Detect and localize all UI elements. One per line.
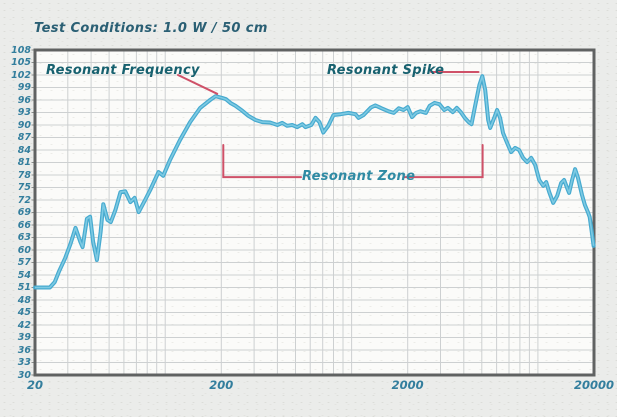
chart-title: Test Conditions: 1.0 W / 50 cm — [34, 21, 268, 36]
y-axis-tick-label: 48 — [17, 294, 31, 306]
x-axis-tick-label: 20000 — [573, 378, 615, 392]
x-axis-tick-label: 2000 — [391, 378, 424, 392]
x-axis-tick-label: 20 — [26, 378, 44, 392]
grid-lines — [35, 50, 595, 375]
y-axis-tick-label: 96 — [17, 94, 31, 106]
y-axis-tick-label: 108 — [11, 44, 31, 56]
response-curve-highlight — [35, 75, 595, 289]
y-axis-tick-label: 42 — [17, 319, 31, 331]
y-axis-tick-label: 54 — [17, 269, 31, 281]
y-axis-ticks — [31, 49, 35, 376]
y-axis-tick-label: 45 — [17, 307, 31, 318]
y-axis-tick-label: 39 — [17, 332, 31, 343]
y-axis-tick-label: 81 — [17, 157, 31, 168]
y-axis-tick-label: 78 — [17, 169, 31, 181]
y-axis-tick-label: 87 — [17, 132, 31, 143]
y-axis-tick-label: 33 — [17, 357, 31, 368]
y-axis-tick-label: 84 — [17, 144, 31, 156]
y-axis-tick-label: 66 — [17, 219, 31, 231]
annotation-resonant-spike: Resonant Spike — [327, 63, 445, 78]
y-axis-tick-label: 99 — [17, 82, 31, 93]
y-axis-tick-label: 72 — [17, 194, 31, 206]
annotation-pointer-lines — [177, 71, 484, 179]
annotation-resonant-frequency: Resonant Frequency — [46, 63, 200, 78]
y-axis-tick-label: 69 — [17, 207, 31, 218]
y-axis-tick-label: 63 — [17, 232, 31, 243]
y-axis-tick-label: 90 — [17, 119, 31, 131]
y-axis-tick-label: 51 — [17, 282, 31, 293]
plot-border — [33, 48, 596, 377]
y-axis-tick-label: 30 — [17, 369, 31, 381]
y-axis-tick-label: 57 — [17, 257, 31, 268]
annotation-resonant-zone: Resonant Zone — [302, 169, 416, 184]
y-axis-tick-label: 102 — [11, 69, 31, 81]
x-axis-tick-label: 200 — [209, 378, 234, 392]
y-axis-tick-label: 60 — [17, 244, 31, 256]
y-axis-tick-label: 93 — [17, 107, 31, 118]
y-axis-tick-label: 75 — [17, 182, 31, 193]
y-axis-tick-label: 36 — [17, 344, 31, 356]
y-axis-tick-label: 105 — [11, 57, 31, 68]
